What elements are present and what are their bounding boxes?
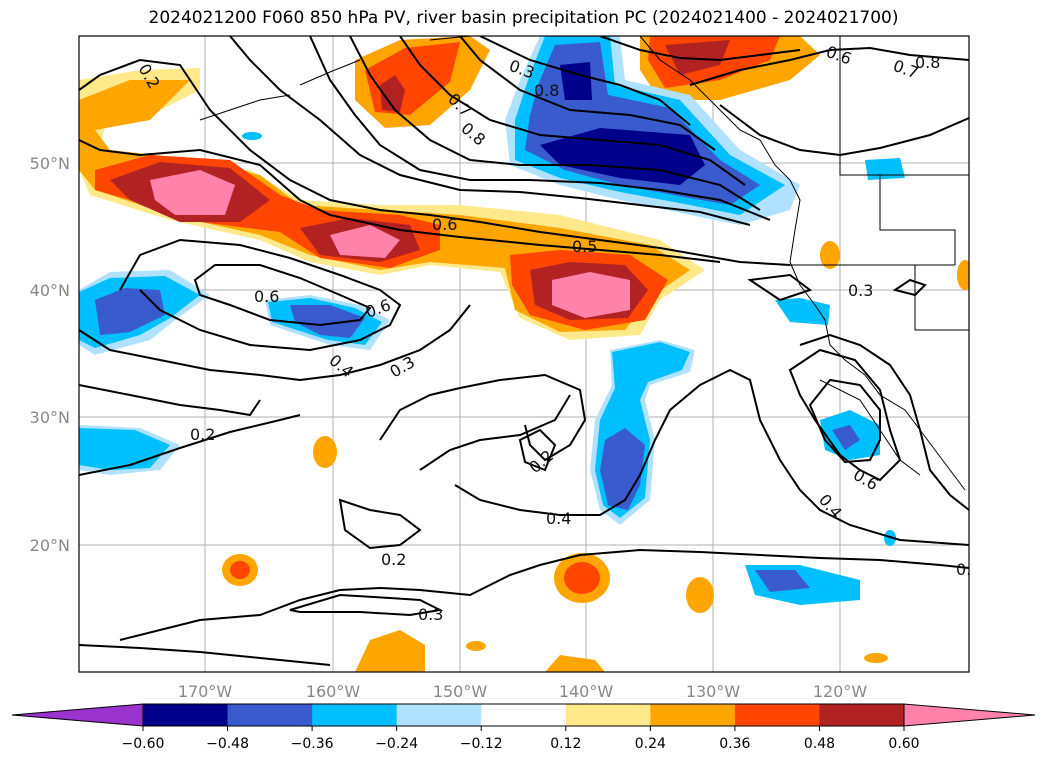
colorbar-segments xyxy=(143,704,905,726)
contour-label: 0.4 xyxy=(546,509,571,528)
colorbar-tick-label: 0.48 xyxy=(804,736,835,752)
lon-label: 120°W xyxy=(813,682,868,701)
contour-label: 0.8 xyxy=(915,53,940,72)
lat-label: 20°N xyxy=(30,536,70,555)
lon-label: 160°W xyxy=(306,682,361,701)
colorbar-tick-label: 0.24 xyxy=(635,736,666,752)
colorbar-tick-label: 0.12 xyxy=(550,736,581,752)
colorbar-tick-label: −0.24 xyxy=(375,736,418,752)
lon-label: 170°W xyxy=(178,682,233,701)
contour-label: 0.3 xyxy=(956,560,981,579)
map-title: 2024021200 F060 850 hPa PV, river basin … xyxy=(148,8,899,28)
lat-label: 30°N xyxy=(30,408,70,427)
colorbar-segment xyxy=(227,704,313,726)
colorbar-segment xyxy=(396,704,482,726)
colorbar-segment xyxy=(819,704,905,726)
lon-label: 130°W xyxy=(686,682,741,701)
colorbar-segment xyxy=(650,704,736,726)
contour-label: 0.3 xyxy=(848,281,873,300)
colorbar-tick-label: −0.36 xyxy=(291,736,334,752)
colorbar-tick-label: 0.60 xyxy=(888,736,919,752)
colorbar-segment xyxy=(734,704,820,726)
contour-label: 0.5 xyxy=(572,237,597,256)
colorbar-tick-label: −0.48 xyxy=(206,736,249,752)
contour-label: 0.3 xyxy=(418,605,443,624)
lon-label: 150°W xyxy=(433,682,488,701)
map-frame xyxy=(78,35,970,673)
pv-contours xyxy=(79,36,969,666)
colorbar-ticks: −0.60 −0.48 −0.36 −0.24 −0.12 0.12 0.24 0.36 0.4… xyxy=(122,726,920,752)
colorbar-extend-left xyxy=(11,703,144,727)
contour-label: 0.2 xyxy=(381,550,406,569)
contour-label: 0.6 xyxy=(254,287,279,306)
lon-label: 140°W xyxy=(559,682,614,701)
latitude-labels: 50°N 40°N 30°N 20°N xyxy=(30,154,70,555)
colorbar-tick-label: −0.60 xyxy=(122,736,165,752)
colorbar-segment xyxy=(481,704,567,726)
colorbar: −0.60 −0.48 −0.36 −0.24 −0.12 0.12 0.24 0.36 0.4… xyxy=(11,703,1036,752)
lat-label: 40°N xyxy=(30,281,70,300)
contour-label: 0.6 xyxy=(432,215,457,234)
colorbar-extend-right xyxy=(903,703,1036,727)
map-area: 0.2 0.3 0.8 0.7 0.8 0.6 0.7 0.8 0.6 0.5 … xyxy=(79,36,981,672)
colorbar-segment xyxy=(565,704,651,726)
lat-label: 50°N xyxy=(30,154,70,173)
colorbar-tick-label: −0.12 xyxy=(460,736,503,752)
colorbar-segment xyxy=(143,704,229,726)
contour-label: 0.2 xyxy=(190,425,215,444)
contour-label: 0.8 xyxy=(534,81,559,100)
colorbar-segment xyxy=(312,704,398,726)
longitude-labels: 170°W 160°W 150°W 140°W 130°W 120°W xyxy=(178,682,868,701)
colorbar-tick-label: 0.36 xyxy=(719,736,750,752)
